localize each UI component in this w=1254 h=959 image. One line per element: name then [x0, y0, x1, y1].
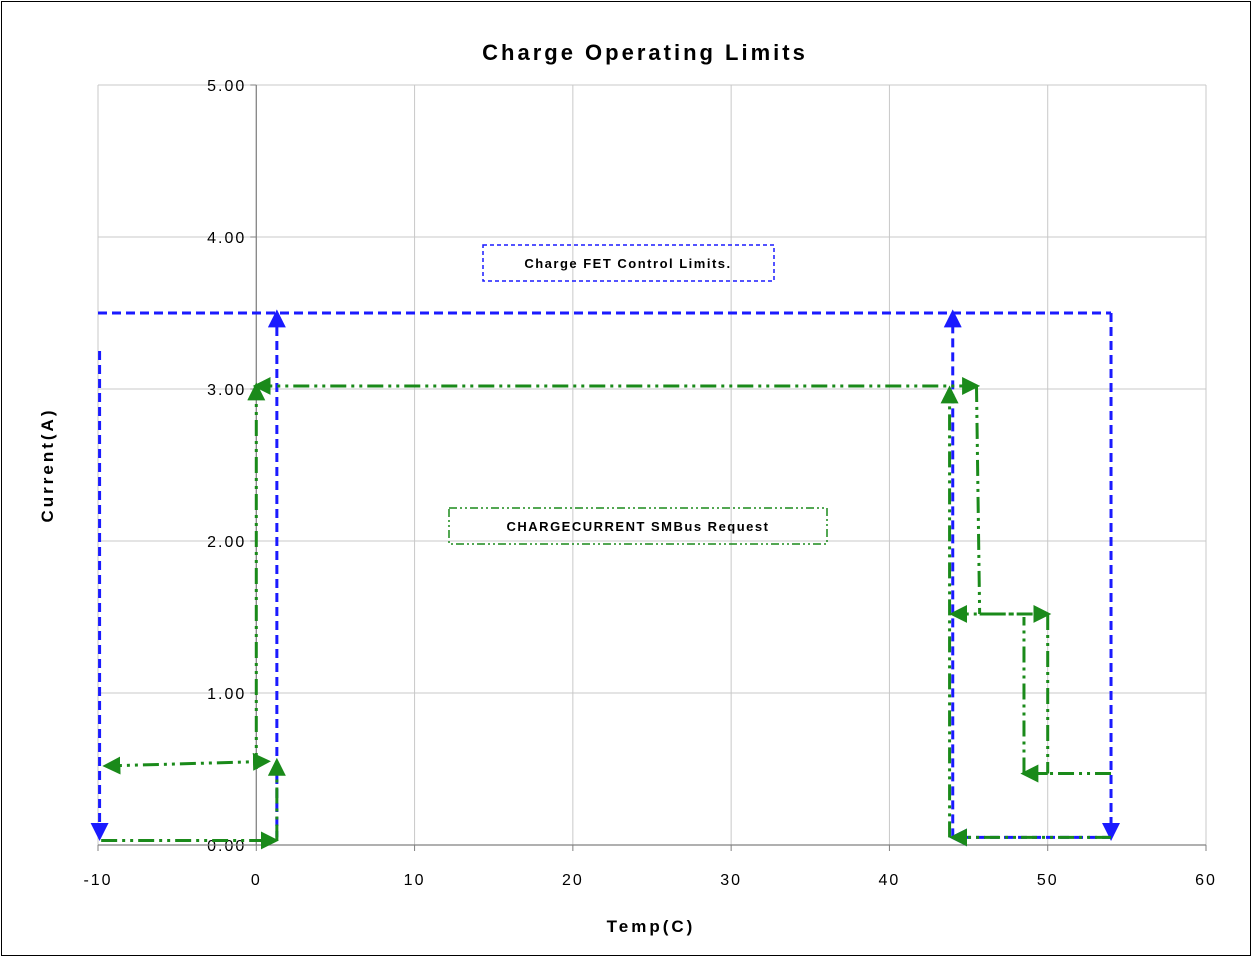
- smbus-label-box: [448, 507, 828, 545]
- y-tick-label: 3.00: [207, 382, 246, 399]
- y-tick-label: 2.00: [207, 534, 246, 551]
- x-tick-label: 30: [720, 872, 742, 889]
- x-tick-label: -10: [83, 872, 112, 889]
- x-tick-label: 40: [879, 872, 901, 889]
- smbus-request-segment: [102, 752, 271, 775]
- y-tick-label: 4.00: [207, 230, 246, 247]
- series-group: [90, 309, 1121, 850]
- gridlines: [97, 84, 1207, 846]
- x-tick-label: 10: [404, 872, 426, 889]
- y-tick-label: 0.00: [207, 838, 246, 855]
- smbus-label: CHARGECURRENT SMBus Request: [507, 519, 770, 534]
- fet-label-box: [482, 244, 775, 282]
- x-axis-title: Temp(C): [607, 917, 696, 936]
- axes: -10 0 10 20 30 40 50 60 0.00 1.00 2.00 3.00 4.00 5.00: [83, 78, 1217, 889]
- x-tick-label: 20: [562, 872, 584, 889]
- fet-label: Charge FET Control Limits.: [524, 256, 731, 271]
- chart-title: Charge Operating Limits: [482, 40, 808, 65]
- y-axis-title: Current(A): [38, 408, 57, 523]
- y-tick-label: 5.00: [207, 78, 246, 95]
- smbus-request-segment: [974, 385, 982, 614]
- x-tick-label: 0: [251, 872, 262, 889]
- x-tick-label: 60: [1195, 872, 1217, 889]
- x-tick-label: 50: [1037, 872, 1059, 889]
- y-tick-label: 1.00: [207, 686, 246, 703]
